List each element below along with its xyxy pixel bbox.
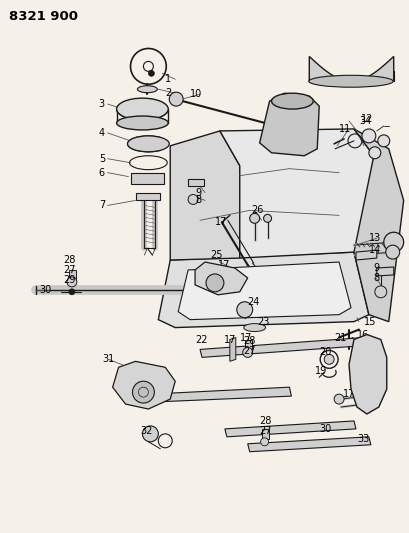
Text: 8: 8	[195, 196, 201, 205]
Polygon shape	[188, 179, 204, 185]
Circle shape	[263, 214, 271, 222]
Ellipse shape	[127, 136, 169, 152]
Text: 9: 9	[373, 263, 379, 273]
Polygon shape	[200, 337, 365, 358]
Circle shape	[142, 426, 158, 442]
Text: 27: 27	[259, 426, 272, 436]
Circle shape	[377, 135, 389, 147]
Circle shape	[67, 277, 76, 287]
Ellipse shape	[116, 98, 168, 120]
Polygon shape	[348, 335, 386, 414]
Polygon shape	[158, 252, 368, 328]
Polygon shape	[195, 262, 247, 295]
Polygon shape	[259, 93, 319, 156]
Text: 5: 5	[99, 154, 105, 164]
Circle shape	[383, 232, 402, 252]
Circle shape	[333, 394, 343, 404]
Polygon shape	[178, 262, 350, 320]
Circle shape	[260, 438, 268, 446]
Polygon shape	[244, 340, 251, 350]
Circle shape	[374, 286, 386, 298]
Circle shape	[148, 70, 154, 76]
Circle shape	[324, 354, 333, 365]
Text: 10: 10	[190, 89, 202, 99]
Ellipse shape	[281, 126, 292, 132]
Circle shape	[69, 289, 75, 295]
Ellipse shape	[271, 93, 312, 109]
Text: 6: 6	[99, 168, 105, 177]
Text: 9: 9	[195, 188, 201, 198]
Text: 8: 8	[373, 273, 379, 283]
Text: 20: 20	[319, 348, 331, 358]
Polygon shape	[150, 387, 291, 402]
Circle shape	[242, 348, 252, 358]
Text: 7: 7	[99, 200, 105, 211]
Ellipse shape	[308, 75, 392, 87]
Ellipse shape	[243, 324, 265, 332]
Text: 25: 25	[209, 250, 222, 260]
Circle shape	[249, 213, 259, 223]
Polygon shape	[376, 267, 393, 276]
Text: 31: 31	[102, 354, 115, 365]
Text: 13: 13	[368, 233, 380, 243]
Polygon shape	[247, 437, 370, 452]
Polygon shape	[261, 429, 268, 439]
Ellipse shape	[137, 86, 157, 93]
Text: 14: 14	[368, 245, 380, 255]
Circle shape	[236, 302, 252, 318]
Circle shape	[385, 245, 399, 259]
Text: 16: 16	[356, 329, 369, 340]
Polygon shape	[229, 337, 235, 361]
Circle shape	[368, 147, 380, 159]
Text: 33: 33	[356, 434, 369, 444]
Polygon shape	[219, 129, 373, 258]
Text: 27: 27	[63, 265, 75, 275]
Polygon shape	[355, 250, 376, 260]
Text: 28: 28	[243, 336, 256, 346]
Polygon shape	[170, 131, 239, 260]
Text: 12: 12	[360, 114, 373, 124]
Text: 28: 28	[259, 416, 271, 426]
Text: 19: 19	[315, 366, 327, 376]
Text: 21: 21	[333, 333, 346, 343]
Polygon shape	[224, 421, 355, 437]
Text: 26: 26	[251, 205, 263, 215]
Text: 32: 32	[140, 426, 153, 436]
Text: 1: 1	[165, 74, 171, 84]
Polygon shape	[136, 192, 160, 200]
Text: 24: 24	[247, 297, 259, 307]
Text: 22: 22	[195, 335, 207, 344]
Polygon shape	[353, 129, 402, 321]
Circle shape	[132, 381, 154, 403]
Polygon shape	[308, 56, 393, 81]
Text: 17: 17	[239, 333, 252, 343]
Text: 17: 17	[214, 217, 227, 227]
Ellipse shape	[116, 116, 168, 130]
Text: 17: 17	[217, 260, 230, 270]
Text: 28: 28	[63, 255, 75, 265]
Text: 17: 17	[223, 335, 236, 344]
Text: 15: 15	[363, 317, 375, 327]
Text: 30: 30	[319, 424, 330, 434]
Text: 11: 11	[338, 124, 351, 134]
Polygon shape	[130, 173, 164, 183]
Text: 34: 34	[358, 116, 370, 126]
Polygon shape	[69, 270, 76, 280]
Circle shape	[361, 129, 375, 143]
Text: 17: 17	[342, 389, 355, 399]
Circle shape	[188, 195, 198, 205]
Text: 27: 27	[243, 346, 256, 357]
Text: 30: 30	[39, 285, 51, 295]
Circle shape	[169, 92, 183, 106]
Circle shape	[205, 274, 223, 292]
Text: 8321 900: 8321 900	[9, 10, 78, 23]
Text: 23: 23	[257, 317, 270, 327]
Polygon shape	[112, 361, 175, 409]
Text: 3: 3	[99, 99, 105, 109]
Text: 29: 29	[63, 275, 75, 285]
Text: 2: 2	[165, 88, 171, 98]
Text: 4: 4	[99, 128, 105, 138]
